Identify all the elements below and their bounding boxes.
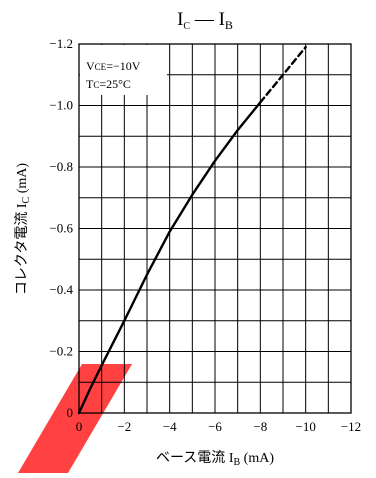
ic-ib-curve-extrapolated (259, 45, 307, 104)
x-tick-label: −2 (117, 419, 131, 434)
condition-vce: VCE=−10V (86, 59, 141, 73)
conditions-box (80, 45, 167, 95)
x-tick-label: −4 (163, 419, 177, 434)
x-axis-label: ベース電流 IB (mA) (156, 450, 274, 468)
x-tick-label: 0 (76, 419, 83, 434)
x-tick-label: −12 (341, 419, 361, 434)
y-tick-label: −1.2 (49, 36, 73, 51)
grid (79, 44, 351, 413)
plot-frame (78, 43, 352, 414)
y-tick-label: −0.2 (49, 344, 73, 359)
y-tick-label: 0 (67, 405, 74, 420)
x-tick-label: −10 (295, 419, 315, 434)
y-tick-label: −0.8 (49, 159, 73, 174)
ic-ib-curve (77, 101, 262, 415)
chart-title: IC — IB (177, 9, 233, 32)
x-tick-label: −6 (208, 419, 222, 434)
y-tick-label: −0.4 (49, 282, 73, 297)
y-tick-label: −0.6 (49, 221, 73, 236)
watermark-stripe (18, 364, 132, 473)
y-tick-label: −1.0 (49, 98, 73, 113)
condition-tc: TC=25°C (86, 77, 131, 91)
curves (77, 45, 307, 415)
y-tick-labels: 0 −0.2 −0.4 −0.6 −0.8 −1.0 −1.2 (49, 36, 73, 420)
y-axis-label: コレクタ電流 IC (mA) (14, 163, 32, 295)
x-tick-label: −8 (253, 419, 267, 434)
x-tick-labels: 0 −2 −4 −6 −8 −10 −12 (76, 419, 361, 434)
